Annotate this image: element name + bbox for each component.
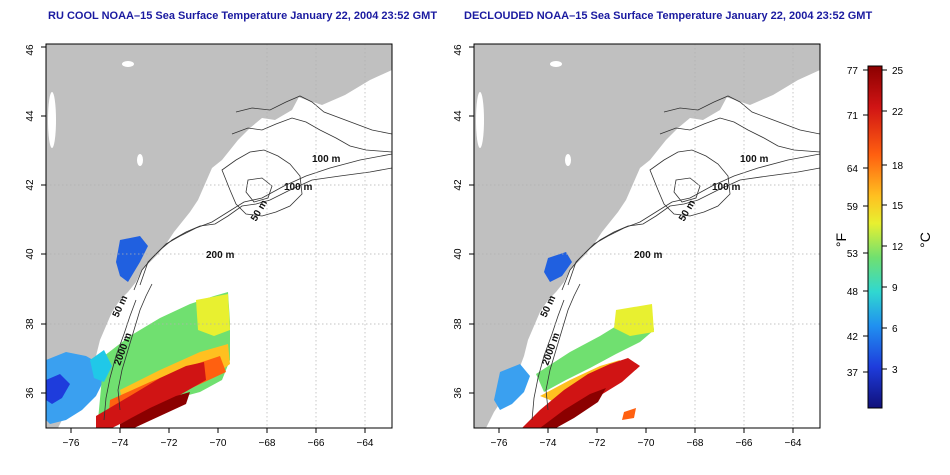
right-map-title: DECLOUDED NOAA–15 Sea Surface Temperatur… [464, 10, 873, 22]
bathymetry-contours [531, 95, 820, 421]
lat-tick-label: 46 [25, 44, 36, 56]
lat-tick-label: 44 [25, 110, 36, 122]
lon-tick-label: −68 [687, 438, 704, 449]
celsius-tick: 9 [892, 283, 898, 294]
contour-label: 100 m [712, 182, 740, 193]
lon-tick-label: −74 [112, 438, 129, 449]
grid-lines [46, 44, 392, 428]
fahrenheit-tick: 59 [847, 202, 859, 213]
lat-tick-label: 40 [25, 248, 36, 260]
celsius-tick: 25 [892, 66, 904, 77]
lon-tick-label: −76 [63, 438, 80, 449]
lon-tick-label: −68 [259, 438, 276, 449]
lon-tick-label: −66 [736, 438, 753, 449]
lat-tick-label: 46 [453, 44, 464, 56]
lon-tick-label: −74 [540, 438, 557, 449]
lon-tick-label: −76 [491, 438, 508, 449]
lat-tick-label: 38 [453, 318, 464, 330]
temperature-colorbar: 77 71 64 59 53 48 42 37 25 22 18 15 12 9… [833, 65, 933, 409]
left-map-title: RU COOL NOAA–15 Sea Surface Temperature … [48, 10, 438, 22]
map-frame [45, 43, 393, 429]
celsius-tick: 6 [892, 324, 898, 335]
land-mass [474, 44, 820, 428]
fahrenheit-tick: 37 [847, 368, 859, 379]
lon-tick-label: −64 [785, 438, 802, 449]
contour-label: 200 m [206, 250, 234, 261]
fahrenheit-unit-label: °F [833, 233, 849, 247]
colorbar-gradient [867, 65, 883, 409]
fahrenheit-tick: 64 [847, 164, 859, 175]
celsius-tick: 22 [892, 107, 904, 118]
lat-tick-label: 40 [453, 248, 464, 260]
lat-tick-label: 42 [453, 179, 464, 191]
celsius-tick: 18 [892, 161, 904, 172]
lon-tick-label: −72 [589, 438, 606, 449]
grid-lines [474, 44, 820, 428]
lat-tick-label: 38 [25, 318, 36, 330]
lon-tick-label: −72 [161, 438, 178, 449]
lon-tick-label: −66 [308, 438, 325, 449]
right-sst-map: 100 m 100 m 50 m 200 m 50 m 2000 m −76 −… [453, 43, 821, 449]
lat-tick-label: 42 [25, 179, 36, 191]
celsius-tick: 12 [892, 242, 904, 253]
fahrenheit-tick: 53 [847, 249, 859, 260]
contour-label: 100 m [284, 182, 312, 193]
bathymetry-contours [103, 95, 392, 421]
left-sst-map: 100 m 100 m 50 m 200 m 50 m 2000 m −76 −… [25, 43, 393, 449]
contour-label: 100 m [312, 154, 340, 165]
fahrenheit-tick: 77 [847, 66, 859, 77]
lat-tick-label: 44 [453, 110, 464, 122]
fahrenheit-tick: 71 [847, 111, 859, 122]
lat-tick-label: 36 [453, 387, 464, 399]
celsius-tick: 3 [892, 365, 898, 376]
celsius-unit-label: °C [917, 232, 933, 248]
lon-tick-label: −70 [638, 438, 655, 449]
land-mass [46, 44, 392, 428]
contour-label: 200 m [634, 250, 662, 261]
celsius-tick: 15 [892, 201, 904, 212]
fahrenheit-tick: 48 [847, 287, 859, 298]
map-frame [473, 43, 821, 429]
contour-label: 100 m [740, 154, 768, 165]
sst-cold-patch [544, 252, 572, 282]
sst-cold-patch [116, 236, 148, 282]
lon-tick-label: −70 [210, 438, 227, 449]
fahrenheit-tick: 42 [847, 332, 859, 343]
lat-tick-label: 36 [25, 387, 36, 399]
lon-tick-label: −64 [357, 438, 374, 449]
